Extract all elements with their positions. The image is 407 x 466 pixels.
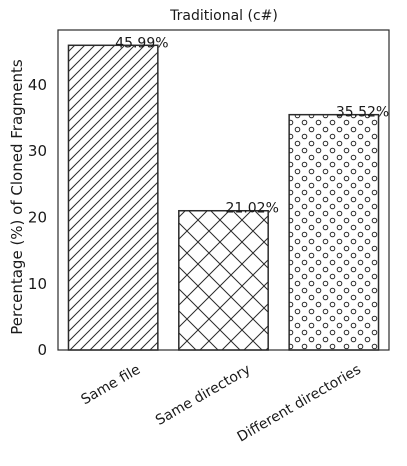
data-label-different-directories: 35.52%	[336, 105, 389, 121]
y-tick-label-10: 10	[28, 275, 47, 293]
y-axis-label: Percentage (%) of Cloned Fragments	[8, 59, 26, 335]
x-tick-label-different-directories: Different directories	[235, 362, 364, 446]
x-tick-label-same-directory: Same directory	[153, 362, 254, 429]
data-label-same-file: 45.99%	[115, 35, 168, 51]
y-axis-ticks: 0 10 20 30 40	[28, 76, 47, 359]
y-tick-label-20: 20	[28, 208, 47, 226]
y-tick-label-30: 30	[28, 142, 47, 160]
bar-same-directory	[178, 209, 269, 351]
chart-title: Traditional (c#)	[169, 8, 278, 24]
data-label-same-directory: 21.02%	[226, 201, 279, 217]
plot-area-frame	[57, 29, 390, 351]
y-tick-label-40: 40	[28, 76, 47, 94]
y-tick-label-0: 0	[37, 341, 47, 359]
bar-different-directories	[288, 113, 380, 351]
x-tick-label-same-file: Same file	[78, 362, 143, 409]
bars-layer: 45.99% 21.02% 35.52%	[67, 35, 389, 351]
bar-same-file	[67, 44, 159, 351]
